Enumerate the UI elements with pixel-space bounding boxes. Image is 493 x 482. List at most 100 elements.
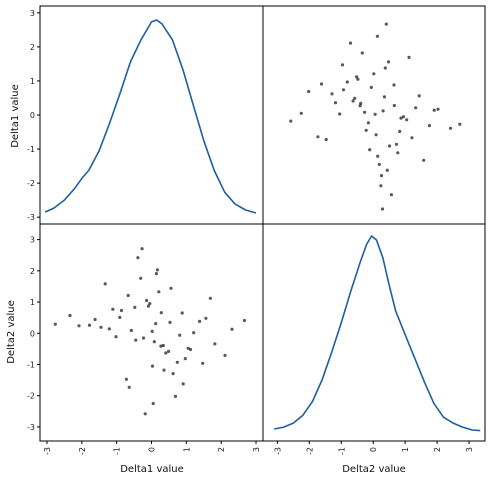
scatter-point-upper [448, 126, 453, 130]
y-tick-label: 1 [30, 298, 35, 307]
x-tick-label: 1 [182, 447, 191, 452]
scatter-point-upper [377, 162, 381, 166]
x-axis-label-delta1: Delta1 value [120, 464, 184, 475]
scatter-point-lower [201, 361, 205, 365]
y-tick-label: 0 [30, 329, 35, 338]
scatter-point-upper [386, 60, 391, 64]
scatter-point-lower [155, 268, 159, 272]
y-tick-label: 2 [30, 267, 35, 276]
scatter-point-lower [152, 340, 156, 344]
scatter-point-lower [150, 329, 154, 333]
scatter-point-lower [162, 368, 166, 372]
scatter-point-upper [307, 89, 311, 94]
scatter-point-upper [401, 115, 406, 119]
x-tick-label: 2 [433, 447, 442, 452]
scatter-point-upper [432, 108, 436, 112]
scatter-point-lower [223, 353, 227, 357]
scatter-point-lower [139, 276, 143, 280]
scatter-point-upper [359, 101, 363, 105]
y-tick-label: -3 [27, 423, 35, 432]
y-tick-label: 3 [30, 9, 35, 18]
scatter-point-upper [379, 184, 383, 188]
scatter-point-upper [368, 148, 372, 152]
scatter-point-lower [126, 293, 130, 298]
scatter-point-upper [458, 122, 462, 126]
scatter-point-lower [192, 331, 196, 335]
scatter-point-upper [410, 136, 414, 140]
scatter-point-upper [405, 118, 409, 122]
x-tick-label: 1 [401, 447, 410, 452]
scatter-point-upper [417, 94, 421, 98]
scatter-point-upper [374, 133, 378, 137]
scatter-point-lower [242, 318, 247, 323]
x-tick-label: 0 [369, 447, 378, 452]
x-tick-label: 2 [217, 447, 226, 452]
scatter-point-lower [151, 401, 155, 406]
y-tick-label: 1 [30, 77, 35, 86]
panel-frame-1-1 [262, 223, 486, 442]
scatter-point-lower [133, 305, 137, 309]
tick-labels: -3 -2 -1 0 1 2 3 -3 -2 -1 0 1 2 3 -3 -2 -1 0 1 2 3 -3 -2 -1 0 1 2 3 [27, 9, 474, 455]
scatter-point-lower [136, 256, 140, 260]
y-axis-label-delta2: Delta2 value [6, 300, 17, 364]
scatter-point-upper [358, 104, 362, 108]
scatter-point-upper [345, 80, 349, 84]
scatter-point-lower [178, 333, 182, 337]
scatter-point-lower [111, 307, 115, 311]
scatter-point-upper [299, 111, 303, 115]
scatter-point-lower [188, 347, 193, 352]
y-axis-label-delta1: Delta1 value [10, 84, 21, 148]
y-tick-label: 0 [30, 111, 35, 120]
kde-line-1 [44, 19, 257, 214]
scatter-point-upper [407, 55, 411, 60]
scatter-point-lower [118, 315, 122, 319]
scatter-point-lower [183, 357, 187, 361]
scatter-point-lower [171, 372, 175, 376]
scatter-point-lower [103, 282, 107, 286]
scatter-point-lower [68, 313, 72, 318]
scatter-point-upper [427, 124, 431, 128]
scatter-point-upper [384, 22, 388, 26]
x-tick-label: -2 [78, 447, 87, 455]
scatter-point-upper [341, 88, 346, 92]
panel-frames [39, 5, 486, 442]
scatter-point-lower [164, 351, 168, 355]
y-tick-label: 2 [30, 43, 35, 52]
scatter-point-lower [124, 377, 128, 381]
scatter-point-upper [398, 129, 402, 133]
scatter-point-upper [360, 51, 364, 55]
scatter-point-upper [385, 168, 389, 172]
x-tick-label: 3 [252, 447, 261, 452]
scatter-point-upper [379, 174, 384, 178]
scatter-point-upper [363, 110, 367, 114]
x-tick-label: -1 [337, 447, 346, 455]
scatter-point-upper [324, 137, 328, 142]
scatter-point-lower [167, 349, 171, 353]
scatter-point-upper [369, 85, 373, 89]
scatter-point-lower [173, 394, 178, 398]
scatter-point-lower [140, 247, 144, 251]
scatter-point-upper [340, 63, 345, 67]
scatter-point-lower [99, 325, 103, 329]
scatter-point-lower [213, 342, 217, 346]
scatter-point-lower [175, 360, 179, 364]
scatter-point-lower [119, 308, 124, 313]
axis-labels: Delta1 value Delta2 value Delta1 value D… [6, 84, 406, 475]
y-tick-label: -2 [27, 179, 35, 188]
scatter-point-upper [389, 193, 393, 197]
y-tick-label: 3 [30, 236, 35, 245]
scatter-point-upper [381, 109, 385, 113]
x-tick-label: -1 [113, 447, 122, 455]
x-axis-label-delta2: Delta2 value [342, 464, 406, 475]
scatter-point-lower [53, 322, 57, 326]
scatter-point-lower [143, 412, 147, 416]
scatter-point-upper [383, 66, 387, 70]
scatter-point-upper [380, 207, 385, 211]
scatter-point-lower [186, 346, 190, 350]
scatter-point-upper [373, 112, 377, 116]
scatter-point-upper [376, 154, 380, 158]
scatter-point-lower [157, 290, 161, 294]
x-tick-label: -3 [273, 447, 282, 455]
scatter-point-upper [319, 82, 324, 86]
